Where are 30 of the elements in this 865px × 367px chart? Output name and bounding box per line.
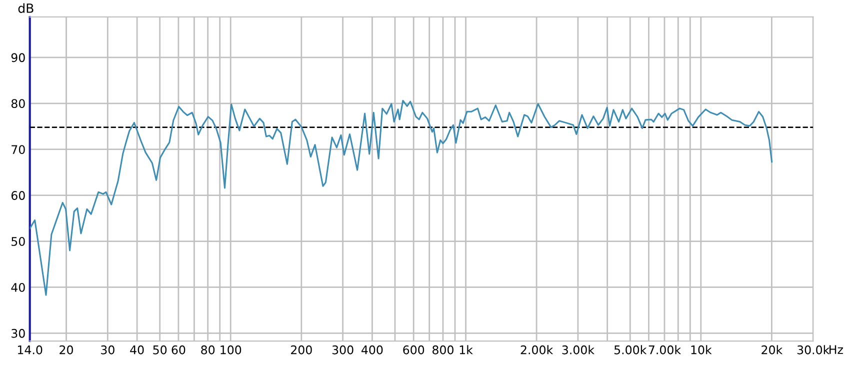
x-tick-label: 40 — [130, 345, 144, 354]
x-tick-label: 600 — [403, 345, 424, 354]
y-tick-label: 40 — [11, 282, 25, 292]
x-tick-label: 1k — [460, 345, 473, 354]
x-tick-label: 200 — [291, 345, 312, 354]
x-tick-label: 3.00k — [562, 345, 594, 354]
x-tick-label: 30 — [101, 345, 114, 354]
x-tick-label: 400 — [362, 345, 383, 354]
x-tick-label: 5.00k — [614, 345, 647, 354]
y-tick-label: 50 — [12, 237, 25, 246]
x-axis-title: Hz — [830, 345, 843, 354]
y-tick-label: 60 — [11, 191, 25, 200]
x-tick-label: 300 — [332, 345, 354, 354]
x-tick-label: 30.0k — [797, 345, 830, 354]
y-tick-label: 80 — [11, 99, 25, 108]
x-tick-label: 2.00k — [520, 345, 554, 354]
x-tick-label: 60 — [172, 345, 186, 354]
x-tick-label: 7.00k — [648, 345, 682, 354]
x-tick-label: 50 — [153, 345, 167, 354]
x-tick-label: 80 — [201, 345, 215, 354]
x-tick-label: 10k — [691, 345, 712, 354]
y-tick-label: 70 — [12, 145, 25, 154]
x-tick-label: 20k — [762, 345, 783, 354]
x-tick-label: 100 — [220, 345, 242, 354]
x-tick-label: 20 — [60, 345, 73, 354]
x-tick-label: 800 — [432, 345, 454, 354]
y-axis-title: dB — [18, 3, 34, 13]
x-tick-label: 14.0 — [18, 345, 42, 354]
y-tick-label: 30 — [12, 328, 25, 338]
y-tick-label: 90 — [11, 53, 25, 62]
